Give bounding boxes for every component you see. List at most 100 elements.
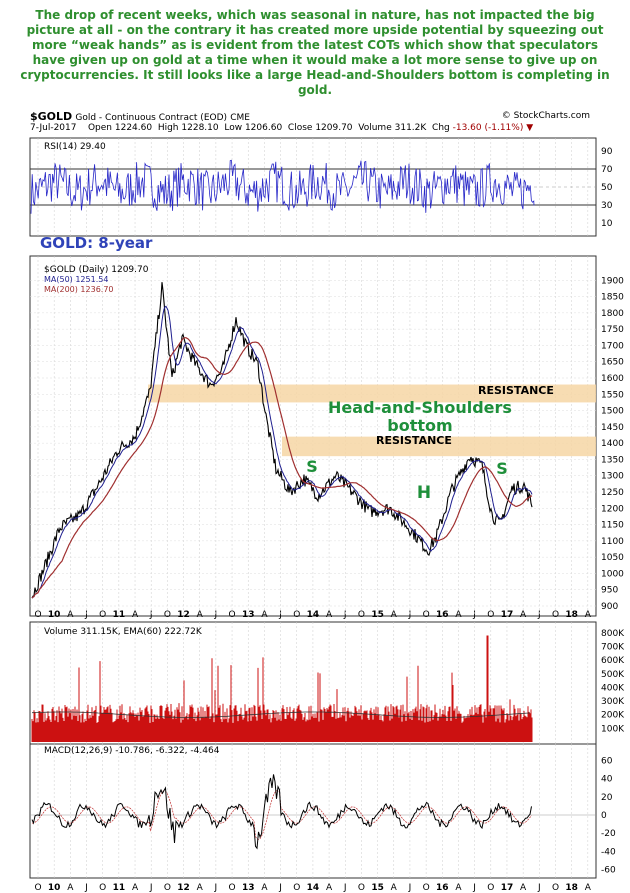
down-triangle-icon: ▼	[526, 123, 534, 133]
volume-label: Volume	[358, 123, 392, 133]
rsi-legend: RSI(14) 29.40	[44, 142, 106, 152]
macd-x-tick: A	[132, 883, 139, 893]
price-ytick: 1050	[601, 553, 624, 563]
open-value: 1224.60	[114, 123, 153, 133]
price-x-tick: A	[261, 610, 268, 620]
price-x-tick: O	[34, 610, 41, 620]
ma200-line	[31, 337, 533, 599]
macd-x-tick: A	[585, 883, 592, 893]
macd-x-tick: 10	[48, 883, 61, 893]
macd-x-tick: J	[214, 883, 218, 893]
volume-ytick: 600K	[601, 656, 625, 666]
price-x-tick: J	[149, 610, 153, 620]
open-label: Open	[87, 123, 112, 133]
macd-x-tick: 13	[242, 883, 255, 893]
price-x-tick: A	[67, 610, 74, 620]
rsi-ytick: 30	[601, 201, 613, 211]
macd-x-tick: A	[455, 883, 462, 893]
volume-ytick: 200K	[601, 711, 625, 721]
macd-x-tick: 15	[371, 883, 384, 893]
price-x-tick: A	[455, 610, 462, 620]
price-ytick: 1450	[601, 423, 624, 433]
price-legend-ma50: MA(50) 1251.54	[44, 275, 108, 284]
volume-ytick: 300K	[601, 697, 625, 707]
price-line	[31, 282, 533, 599]
macd-x-tick: A	[261, 883, 268, 893]
macd-ytick: -20	[601, 829, 616, 839]
chart-title: GOLD: 8-year	[40, 234, 153, 252]
ma50-line	[31, 305, 533, 599]
macd-x-tick: 11	[113, 883, 126, 893]
macd-x-tick: O	[164, 883, 171, 893]
price-ytick: 1500	[601, 407, 624, 417]
exchange: CME	[230, 113, 250, 123]
price-x-tick: O	[552, 610, 559, 620]
price-ytick: 1800	[601, 309, 624, 319]
price-ytick: 1550	[601, 390, 624, 400]
low-label: Low	[224, 123, 243, 133]
macd-ytick: 40	[601, 775, 613, 785]
source-credit: © StockCharts.com	[501, 111, 590, 121]
right-shoulder-label: S	[496, 459, 508, 478]
macd-x-tick: 18	[565, 883, 578, 893]
macd-x-tick: O	[487, 883, 494, 893]
price-ytick: 1200	[601, 504, 624, 514]
head-label: H	[417, 483, 431, 503]
price-x-tick: J	[537, 610, 541, 620]
price-ytick: 1650	[601, 358, 624, 368]
rsi-ytick: 90	[601, 147, 613, 157]
pattern-label-line2: bottom	[387, 416, 452, 435]
price-ytick: 950	[601, 586, 618, 596]
macd-x-tick: O	[99, 883, 106, 893]
price-ytick: 1750	[601, 325, 624, 335]
price-ytick: 1400	[601, 439, 624, 449]
chg-label: Chg	[432, 123, 450, 133]
price-x-tick: 17	[501, 610, 514, 620]
macd-ytick: 60	[601, 757, 613, 767]
price-ytick: 1250	[601, 488, 624, 498]
macd-x-tick: J	[472, 883, 476, 893]
price-x-tick: 14	[307, 610, 320, 620]
volume-ytick: 100K	[601, 724, 625, 734]
price-x-tick: J	[214, 610, 218, 620]
macd-x-tick: A	[391, 883, 398, 893]
macd-ytick: 20	[601, 793, 613, 803]
price-x-tick: A	[520, 610, 527, 620]
chg-value: -13.60 (-1.11%)	[452, 123, 524, 133]
price-x-tick: O	[293, 610, 300, 620]
price-x-tick: A	[585, 610, 592, 620]
volume-ytick: 400K	[601, 683, 625, 693]
price-x-tick: O	[358, 610, 365, 620]
price-ytick: 1300	[601, 472, 624, 482]
close-value: 1209.70	[315, 123, 353, 133]
macd-x-tick: J	[84, 883, 88, 893]
macd-x-tick: J	[278, 883, 282, 893]
macd-panel-frame	[29, 743, 597, 879]
pattern-label-line1: Head-and-Shoulders	[328, 398, 512, 417]
resistance-band	[282, 436, 596, 457]
price-ytick: 1350	[601, 455, 624, 465]
low-value: 1206.60	[244, 123, 283, 133]
price-ytick: 1900	[601, 276, 624, 286]
price-x-tick: 13	[242, 610, 255, 620]
price-x-tick: 11	[113, 610, 126, 620]
macd-ytick: -60	[601, 865, 616, 875]
price-x-tick: J	[408, 610, 412, 620]
price-x-tick: O	[164, 610, 171, 620]
price-legend-ma200: MA(200) 1236.70	[44, 285, 114, 294]
volume-value: 311.2K	[394, 123, 427, 133]
volume-ytick: 800K	[601, 629, 625, 639]
volume-ema-line	[31, 711, 531, 718]
macd-x-tick: A	[197, 883, 204, 893]
symbol: $GOLD	[30, 110, 73, 123]
price-ytick: 1150	[601, 521, 624, 531]
price-x-tick: A	[326, 610, 333, 620]
price-legend-main: $GOLD (Daily) 1209.70	[44, 265, 149, 275]
macd-x-tick: J	[537, 883, 541, 893]
price-x-tick: 15	[371, 610, 384, 620]
price-x-tick: J	[343, 610, 347, 620]
price-x-tick: 10	[48, 610, 61, 620]
price-ytick: 1100	[601, 537, 624, 547]
macd-x-tick: A	[67, 883, 74, 893]
volume-legend: Volume 311.15K, EMA(60) 222.72K	[44, 627, 203, 637]
